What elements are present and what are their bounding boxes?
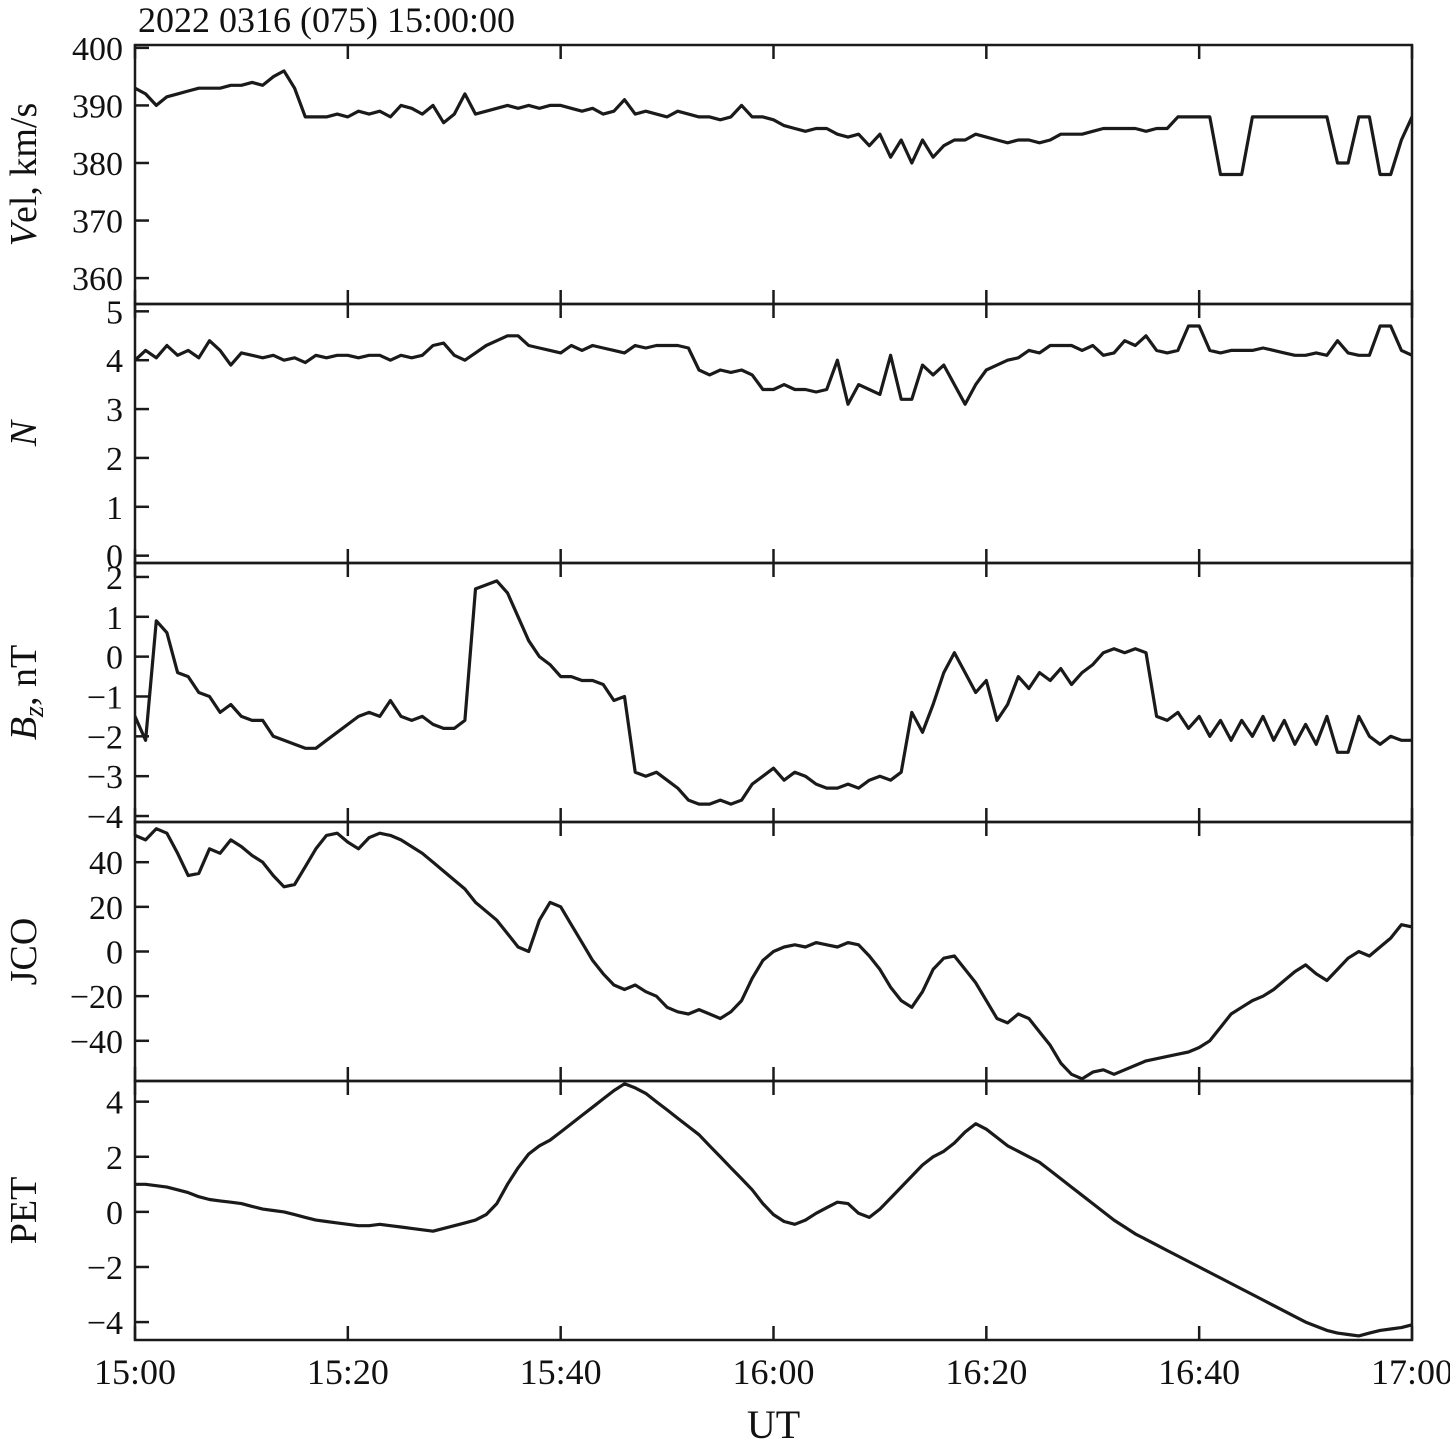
y-axis-label-vel: Vel, km/s bbox=[3, 103, 45, 247]
panel-border-bz bbox=[133, 561, 1414, 824]
y-tick-label: 20 bbox=[89, 890, 123, 927]
y-tick-label: −1 bbox=[87, 679, 123, 716]
y-tick-label: −20 bbox=[70, 979, 123, 1016]
y-tick-label: −40 bbox=[70, 1024, 123, 1061]
y-tick-label: −3 bbox=[87, 759, 123, 796]
x-tick-label: 15:00 bbox=[94, 1352, 176, 1392]
y-tick-label: 370 bbox=[72, 204, 123, 241]
y-tick-label: 400 bbox=[72, 31, 123, 68]
y-tick-label: 1 bbox=[106, 490, 123, 527]
y-tick-label: 3 bbox=[106, 392, 123, 429]
x-tick-label: 16:20 bbox=[945, 1352, 1027, 1392]
y-tick-label: 5 bbox=[106, 294, 123, 331]
panel-vel: 360 370 380 390 400 Vel, km/s bbox=[3, 31, 1414, 306]
y-tick-label: 0 bbox=[106, 640, 123, 677]
y-axis-label-pet: PET bbox=[3, 1177, 45, 1245]
y-tick-label: 380 bbox=[72, 146, 123, 183]
x-tick-label: 15:20 bbox=[307, 1352, 389, 1392]
series-line-vel bbox=[135, 69, 1412, 177]
y-axis-label-n: N bbox=[3, 418, 45, 447]
y-tick-label: 4 bbox=[106, 1085, 123, 1122]
panel-n: 0 1 2 3 4 5 N bbox=[3, 294, 1414, 576]
panel-border-pet bbox=[133, 1079, 1414, 1342]
x-tick-label: 15:40 bbox=[520, 1352, 602, 1392]
y-tick-label: 40 bbox=[89, 845, 123, 882]
y-tick-label: 1 bbox=[106, 600, 123, 637]
panel-jco: −40 −20 0 20 40 JCO bbox=[3, 820, 1414, 1083]
y-tick-label: 4 bbox=[106, 343, 123, 380]
figure-title: 2022 0316 (075) 15:00:00 bbox=[138, 0, 515, 40]
x-tick-label: 16:00 bbox=[732, 1352, 814, 1392]
panel-border-n bbox=[133, 302, 1414, 565]
x-tick-label: 17:00 bbox=[1371, 1352, 1450, 1392]
y-tick-label: 360 bbox=[72, 261, 123, 298]
y-tick-label: 390 bbox=[72, 88, 123, 125]
y-tick-label: 2 bbox=[106, 441, 123, 478]
y-tick-label: 2 bbox=[106, 1140, 123, 1177]
y-tick-label: −2 bbox=[87, 719, 123, 756]
x-axis-title: UT bbox=[747, 1402, 800, 1447]
y-tick-label: 0 bbox=[106, 935, 123, 972]
y-tick-label: 2 bbox=[106, 560, 123, 597]
y-axis-label-bz: Bz, nT bbox=[3, 645, 50, 740]
y-tick-label: −2 bbox=[87, 1250, 123, 1287]
series-line-n bbox=[135, 324, 1412, 406]
series-line-pet bbox=[135, 1082, 1412, 1338]
y-tick-label: −4 bbox=[87, 1305, 123, 1342]
y-tick-label: −4 bbox=[87, 799, 123, 836]
series-line-jco bbox=[135, 827, 1412, 1081]
y-tick-label: 0 bbox=[106, 1195, 123, 1232]
y-axis-label-jco: JCO bbox=[3, 918, 45, 986]
series-line-bz bbox=[135, 579, 1412, 806]
x-tick-label: 16:40 bbox=[1158, 1352, 1240, 1392]
y-tick-label: 0 bbox=[106, 539, 123, 576]
panel-pet: −4 −2 0 2 4 PET bbox=[3, 1079, 1414, 1342]
